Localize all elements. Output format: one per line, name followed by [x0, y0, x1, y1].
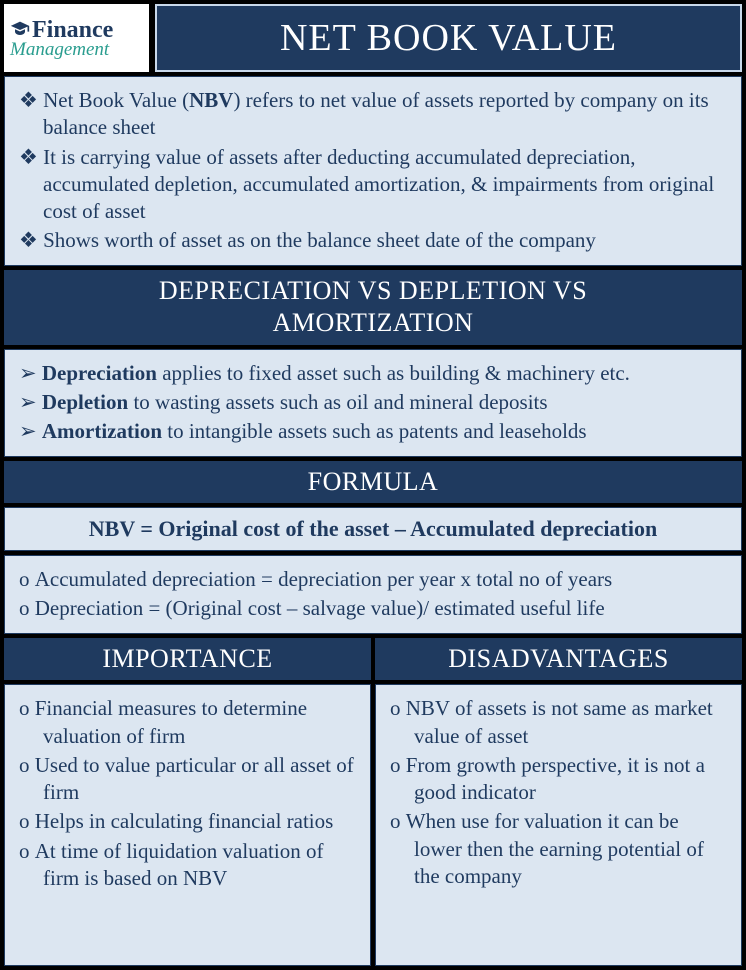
importance-box: Financial measures to determine valuatio…	[4, 684, 371, 966]
intro-item: Shows worth of asset as on the balance s…	[19, 227, 727, 254]
intro-item: Net Book Value (NBV) refers to net value…	[19, 87, 727, 142]
dda-heading: DEPRECIATION VS DEPLETION VS AMORTIZATIO…	[4, 270, 742, 345]
logo-top: Finance	[10, 18, 143, 42]
dda-item: Depletion to wasting assets such as oil …	[19, 389, 727, 416]
disadvantages-item: From growth perspective, it is not a goo…	[390, 752, 727, 807]
columns: IMPORTANCE Financial measures to determi…	[4, 638, 742, 966]
formula-box: NBV = Original cost of the asset – Accum…	[4, 507, 742, 551]
importance-list: Financial measures to determine valuatio…	[19, 695, 356, 892]
grad-cap-icon	[10, 20, 30, 40]
dda-box: Depreciation applies to fixed asset such…	[4, 349, 742, 457]
formula-note: Depreciation = (Original cost – salvage …	[19, 595, 727, 622]
disadvantages-list: NBV of assets is not same as market valu…	[390, 695, 727, 890]
formula-heading: FORMULA	[4, 461, 742, 504]
logo-bottom-text: Management	[10, 40, 143, 59]
logo-top-text: Finance	[32, 18, 113, 42]
dda-item: Depreciation applies to fixed asset such…	[19, 360, 727, 387]
disadvantages-heading: DISADVANTAGES	[375, 638, 742, 681]
header-row: Finance Management NET BOOK VALUE	[4, 4, 742, 72]
importance-heading: IMPORTANCE	[4, 638, 371, 681]
importance-item: Financial measures to determine valuatio…	[19, 695, 356, 750]
importance-item: Used to value particular or all asset of…	[19, 752, 356, 807]
intro-item: It is carrying value of assets after ded…	[19, 144, 727, 226]
dda-list: Depreciation applies to fixed asset such…	[19, 360, 727, 446]
importance-col: IMPORTANCE Financial measures to determi…	[4, 638, 371, 966]
dda-item: Amortization to intangible assets such a…	[19, 418, 727, 445]
disadvantages-item: When use for valuation it can be lower t…	[390, 808, 727, 890]
logo-box: Finance Management	[4, 4, 149, 72]
disadvantages-col: DISADVANTAGES NBV of assets is not same …	[375, 638, 742, 966]
formula-note: Accumulated depreciation = depreciation …	[19, 566, 727, 593]
intro-list: Net Book Value (NBV) refers to net value…	[19, 87, 727, 255]
disadvantages-item: NBV of assets is not same as market valu…	[390, 695, 727, 750]
formula-notes-list: Accumulated depreciation = depreciation …	[19, 566, 727, 623]
formula-notes-box: Accumulated depreciation = depreciation …	[4, 555, 742, 634]
importance-item: At time of liquidation valuation of firm…	[19, 838, 356, 893]
page: Finance Management NET BOOK VALUE Net Bo…	[4, 4, 742, 966]
importance-item: Helps in calculating financial ratios	[19, 808, 356, 835]
intro-box: Net Book Value (NBV) refers to net value…	[4, 76, 742, 266]
page-title: NET BOOK VALUE	[155, 4, 742, 72]
disadvantages-box: NBV of assets is not same as market valu…	[375, 684, 742, 966]
